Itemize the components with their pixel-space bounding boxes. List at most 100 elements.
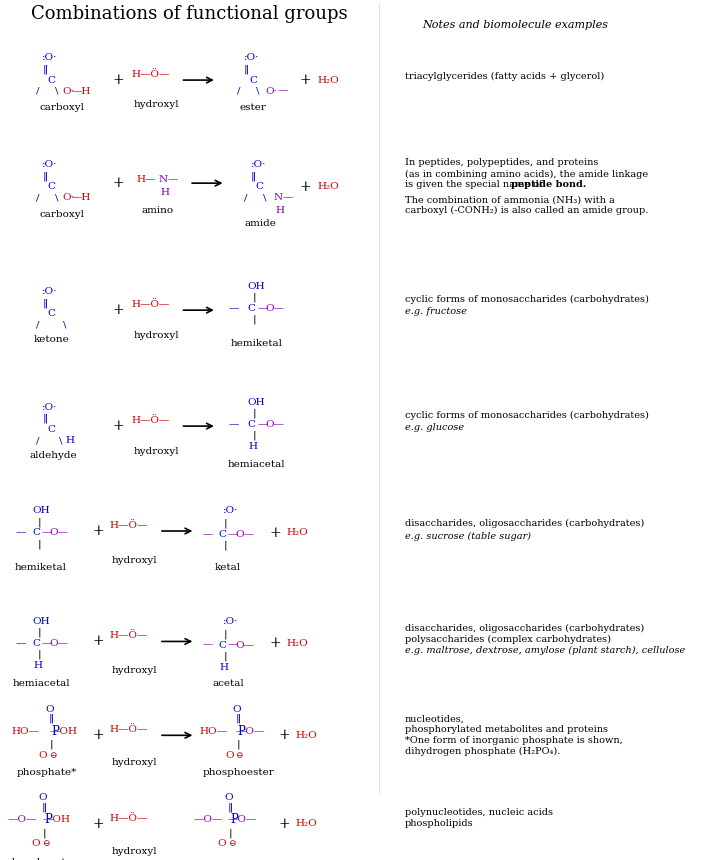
Text: H: H (219, 663, 228, 672)
Text: \: \ (59, 436, 62, 445)
Text: /: / (36, 87, 39, 95)
Text: :O·: :O· (244, 53, 259, 63)
Text: N: N (159, 175, 168, 184)
Text: :O·: :O· (42, 53, 58, 63)
Text: phosphorylated metabolites and proteins: phosphorylated metabolites and proteins (405, 725, 608, 734)
Text: +: + (270, 525, 281, 540)
Text: C: C (218, 641, 226, 649)
Text: H—Ö—: H—Ö— (110, 725, 148, 734)
Text: +: + (113, 73, 124, 87)
Text: |: | (229, 828, 232, 838)
Text: C: C (48, 426, 55, 434)
Text: H: H (275, 206, 284, 215)
Text: C: C (48, 76, 55, 84)
Text: disaccharides, oligosaccharides (carbohydrates): disaccharides, oligosaccharides (carbohy… (405, 519, 644, 528)
Text: O: O (224, 794, 233, 802)
Text: H—Ö—: H—Ö— (110, 521, 148, 530)
Text: Notes and biomolecule examples: Notes and biomolecule examples (422, 20, 608, 30)
Text: ⊖: ⊖ (42, 839, 49, 849)
Text: H₂O: H₂O (295, 820, 317, 828)
Text: |: | (224, 541, 227, 550)
Text: O: O (218, 839, 226, 849)
Text: —H: —H (72, 194, 92, 202)
Text: triacylglycerides (fatty acids + glycerol): triacylglycerides (fatty acids + glycero… (405, 72, 604, 81)
Text: —: — (282, 194, 293, 202)
Text: H—Ö—: H—Ö— (131, 70, 170, 79)
Text: |: | (224, 651, 227, 661)
Text: —: — (228, 641, 239, 649)
Text: |: | (38, 517, 41, 526)
Text: ⊖: ⊖ (48, 751, 56, 760)
Text: —OH: —OH (43, 815, 70, 825)
Text: ‖: ‖ (43, 298, 48, 308)
Text: phospholipids: phospholipids (405, 820, 473, 828)
Text: C: C (48, 182, 55, 191)
Text: H₂O: H₂O (287, 639, 309, 648)
Text: hydroxyl: hydroxyl (133, 100, 180, 108)
Text: O: O (38, 751, 47, 760)
Text: C: C (32, 639, 40, 648)
Text: hydroxyl: hydroxyl (112, 556, 158, 565)
Text: |: | (224, 519, 227, 528)
Text: —: — (42, 528, 53, 538)
Text: H—Ö—: H—Ö— (110, 814, 148, 823)
Text: O—: O— (265, 304, 284, 313)
Text: |: | (253, 315, 256, 324)
Text: carboxyl: carboxyl (39, 103, 84, 112)
Text: \: \ (263, 194, 267, 202)
Text: cyclic forms of monosaccharides (carbohydrates): cyclic forms of monosaccharides (carbohy… (405, 294, 648, 304)
Text: /: / (36, 194, 39, 202)
Text: —: — (203, 641, 213, 649)
Text: ‖: ‖ (43, 64, 48, 74)
Text: H—Ö—: H—Ö— (131, 416, 170, 425)
Text: |: | (50, 740, 53, 749)
Text: HO—: HO— (11, 727, 40, 736)
Text: O·: O· (265, 87, 277, 95)
Text: +: + (93, 728, 104, 742)
Text: O: O (31, 839, 40, 849)
Text: :O·: :O· (223, 617, 239, 626)
Text: C: C (247, 304, 255, 313)
Text: hydroxyl: hydroxyl (112, 666, 158, 675)
Text: —: — (278, 87, 288, 95)
Text: O—: O— (265, 420, 284, 429)
Text: amino: amino (141, 206, 173, 215)
Text: hemiacetal: hemiacetal (12, 679, 70, 688)
Text: +: + (300, 180, 311, 194)
Text: +: + (93, 817, 104, 831)
Text: hemiacetal: hemiacetal (228, 460, 285, 470)
Text: ‖: ‖ (43, 414, 48, 423)
Text: ketone: ketone (33, 335, 70, 344)
Text: carboxyl (-CONH₂) is also called an amide group.: carboxyl (-CONH₂) is also called an amid… (405, 206, 648, 215)
Text: O: O (225, 751, 234, 760)
Text: ketal: ketal (215, 563, 241, 572)
Text: phosphate*: phosphate* (17, 768, 77, 777)
Text: |: | (38, 539, 41, 549)
Text: cyclic forms of monosaccharides (carbohydrates): cyclic forms of monosaccharides (carbohy… (405, 410, 648, 420)
Text: hemiketal: hemiketal (15, 563, 67, 572)
Text: |: | (253, 408, 256, 418)
Text: —OH: —OH (50, 727, 77, 736)
Text: hemiketal: hemiketal (230, 339, 283, 347)
Text: acetal: acetal (212, 679, 244, 688)
Text: |: | (38, 628, 41, 637)
Text: H—: H— (136, 175, 155, 184)
Text: e.g. maltrose, dextrose, amylose (plant starch), cellulose: e.g. maltrose, dextrose, amylose (plant … (405, 646, 684, 655)
Text: O: O (45, 705, 54, 714)
Text: O·: O· (62, 194, 75, 202)
Text: —: — (229, 304, 239, 313)
Text: —: — (257, 304, 268, 313)
Text: +: + (113, 176, 124, 190)
Text: |: | (236, 740, 240, 749)
Text: hydroxyl: hydroxyl (112, 847, 158, 856)
Text: ‖: ‖ (244, 64, 248, 74)
Text: :O·: :O· (42, 403, 58, 412)
Text: Combinations of functional groups: Combinations of functional groups (31, 5, 347, 23)
Text: O—: O— (50, 639, 69, 648)
Text: H: H (33, 660, 42, 670)
Text: H₂O: H₂O (318, 182, 339, 191)
Text: \: \ (55, 87, 58, 95)
Text: hydroxyl: hydroxyl (112, 759, 158, 767)
Text: \: \ (55, 194, 58, 202)
Text: P: P (44, 814, 52, 826)
